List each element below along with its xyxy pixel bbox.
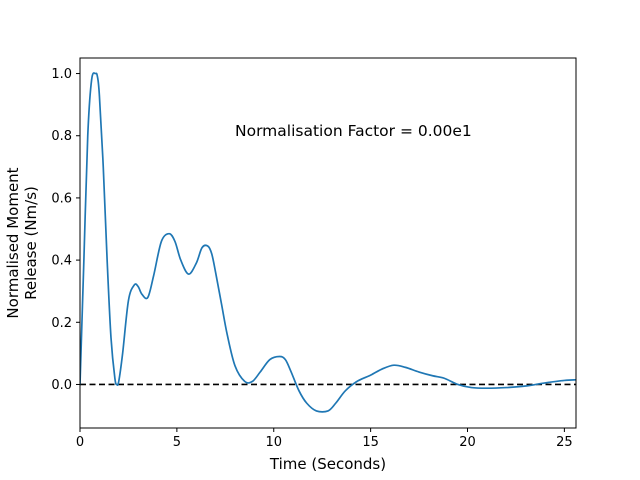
x-tick-label: 0 <box>76 435 84 450</box>
x-tick-label: 15 <box>362 435 379 450</box>
y-axis-label-line2: Release (Nm/s) <box>22 186 40 300</box>
plot-frame <box>79 57 577 429</box>
y-tick-label: 0.2 <box>51 316 72 331</box>
x-tick-label: 5 <box>173 435 181 450</box>
x-tick-label: 10 <box>265 435 282 450</box>
y-tick-label: 0.8 <box>51 129 72 144</box>
y-tick-label: 0.0 <box>51 378 72 393</box>
x-tick-label: 25 <box>556 435 573 450</box>
annotation-text: Normalisation Factor = 0.00e1 <box>235 122 472 140</box>
y-tick-label: 0.4 <box>51 254 72 269</box>
x-axis-label: Time (Seconds) <box>269 455 386 473</box>
y-axis-label-line1: Normalised Moment <box>4 167 22 318</box>
series-line-0 <box>80 72 576 413</box>
x-tick-label: 20 <box>459 435 476 450</box>
y-tick-label: 0.6 <box>51 191 72 206</box>
y-tick-label: 1.0 <box>51 67 72 82</box>
